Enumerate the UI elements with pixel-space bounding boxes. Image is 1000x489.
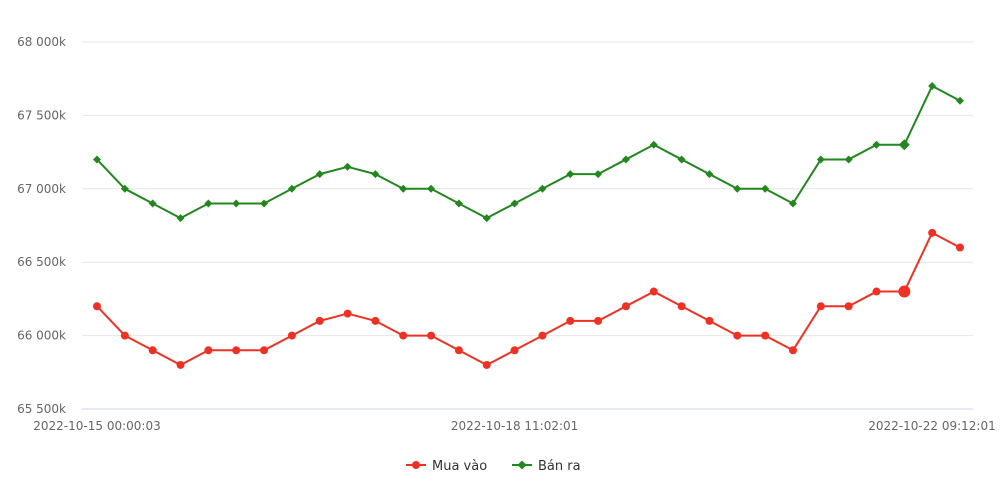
data-point-ban-ra[interactable] bbox=[594, 170, 603, 179]
legend-marker-ban-ra bbox=[517, 460, 527, 470]
x-axis-labels: 2022-10-15 00:00:03 2022-10-18 11:02:01 … bbox=[33, 419, 995, 433]
y-axis-labels: 65 500k 66 000k 66 500k 67 000k 67 500k … bbox=[17, 35, 66, 416]
data-point-ban-ra[interactable] bbox=[621, 155, 630, 164]
series-line-ban-ra bbox=[96, 85, 961, 220]
y-tick-label: 68 000k bbox=[17, 35, 66, 49]
data-point-ban-ra[interactable] bbox=[510, 199, 519, 208]
data-point-ban-ra[interactable] bbox=[761, 184, 770, 193]
data-point-ban-ra[interactable] bbox=[454, 199, 463, 208]
data-point-ban-ra[interactable] bbox=[677, 155, 686, 164]
data-point-ban-ra[interactable] bbox=[705, 170, 714, 179]
data-point-mua-vao[interactable] bbox=[872, 287, 881, 296]
data-point-mua-vao[interactable] bbox=[621, 302, 630, 311]
data-point-ban-ra[interactable] bbox=[315, 170, 324, 179]
data-point-mua-vao[interactable] bbox=[204, 346, 213, 355]
data-point-ban-ra[interactable] bbox=[204, 199, 213, 208]
data-point-mua-vao[interactable] bbox=[705, 316, 714, 325]
data-point-ban-ra[interactable] bbox=[956, 96, 964, 105]
data-point-mua-vao[interactable] bbox=[844, 302, 853, 311]
data-point-ban-ra[interactable] bbox=[176, 214, 185, 223]
data-point-mua-vao[interactable] bbox=[898, 285, 911, 298]
data-point-ban-ra[interactable] bbox=[928, 82, 937, 91]
data-point-mua-vao[interactable] bbox=[232, 346, 241, 355]
data-point-mua-vao[interactable] bbox=[566, 316, 575, 325]
data-point-mua-vao[interactable] bbox=[371, 316, 380, 325]
legend-label-mua-vao: Mua vào bbox=[432, 459, 487, 474]
data-point-ban-ra[interactable] bbox=[93, 155, 101, 164]
data-point-mua-vao[interactable] bbox=[788, 346, 797, 355]
data-point-ban-ra[interactable] bbox=[788, 199, 797, 208]
data-point-mua-vao[interactable] bbox=[733, 331, 742, 340]
data-point-mua-vao[interactable] bbox=[148, 346, 157, 355]
legend-marker-mua-vao bbox=[412, 461, 420, 469]
legend: Mua vào Bán ra bbox=[406, 459, 581, 474]
data-point-mua-vao[interactable] bbox=[510, 346, 519, 355]
y-tick-label: 66 000k bbox=[17, 329, 66, 343]
data-point-ban-ra[interactable] bbox=[872, 140, 881, 149]
data-point-ban-ra[interactable] bbox=[343, 162, 352, 171]
series-mua-vao bbox=[93, 228, 964, 369]
gridlines bbox=[82, 41, 973, 410]
data-point-ban-ra[interactable] bbox=[232, 199, 241, 208]
data-point-ban-ra[interactable] bbox=[733, 184, 742, 193]
data-point-mua-vao[interactable] bbox=[928, 228, 937, 237]
data-point-ban-ra[interactable] bbox=[898, 139, 910, 151]
legend-item-mua-vao[interactable]: Mua vào bbox=[406, 459, 487, 474]
legend-label-ban-ra: Bán ra bbox=[538, 459, 581, 474]
data-point-mua-vao[interactable] bbox=[816, 302, 825, 311]
data-point-mua-vao[interactable] bbox=[287, 331, 296, 340]
data-point-ban-ra[interactable] bbox=[566, 170, 575, 179]
data-point-mua-vao[interactable] bbox=[482, 360, 491, 369]
y-tick-label: 65 500k bbox=[17, 402, 66, 416]
data-point-mua-vao[interactable] bbox=[538, 331, 547, 340]
data-point-ban-ra[interactable] bbox=[148, 199, 157, 208]
data-point-mua-vao[interactable] bbox=[120, 331, 129, 340]
data-point-mua-vao[interactable] bbox=[93, 302, 101, 311]
data-point-ban-ra[interactable] bbox=[482, 214, 491, 223]
data-point-mua-vao[interactable] bbox=[427, 331, 436, 340]
x-tick-label: 2022-10-18 11:02:01 bbox=[451, 419, 578, 433]
data-point-ban-ra[interactable] bbox=[427, 184, 436, 193]
series-layer bbox=[93, 82, 964, 369]
legend-item-ban-ra[interactable]: Bán ra bbox=[512, 459, 581, 474]
data-point-ban-ra[interactable] bbox=[844, 155, 853, 164]
data-point-mua-vao[interactable] bbox=[260, 346, 269, 355]
data-point-mua-vao[interactable] bbox=[315, 316, 324, 325]
data-point-mua-vao[interactable] bbox=[761, 331, 770, 340]
y-tick-label: 66 500k bbox=[17, 255, 66, 269]
data-point-mua-vao[interactable] bbox=[343, 309, 352, 318]
data-point-ban-ra[interactable] bbox=[649, 140, 658, 149]
data-point-mua-vao[interactable] bbox=[649, 287, 658, 296]
data-point-ban-ra[interactable] bbox=[287, 184, 296, 193]
y-tick-label: 67 000k bbox=[17, 182, 66, 196]
data-point-mua-vao[interactable] bbox=[956, 243, 964, 252]
data-point-mua-vao[interactable] bbox=[594, 316, 603, 325]
data-point-ban-ra[interactable] bbox=[371, 170, 380, 179]
data-point-ban-ra[interactable] bbox=[538, 184, 547, 193]
x-tick-label: 2022-10-15 00:00:03 bbox=[33, 419, 160, 433]
x-tick-label: 2022-10-22 09:12:01 bbox=[868, 419, 995, 433]
data-point-ban-ra[interactable] bbox=[120, 184, 129, 193]
data-point-mua-vao[interactable] bbox=[454, 346, 463, 355]
data-point-ban-ra[interactable] bbox=[399, 184, 408, 193]
data-point-ban-ra[interactable] bbox=[260, 199, 269, 208]
y-tick-label: 67 500k bbox=[17, 108, 66, 122]
series-line-mua-vao bbox=[96, 231, 961, 366]
data-point-mua-vao[interactable] bbox=[677, 302, 686, 311]
data-point-mua-vao[interactable] bbox=[399, 331, 408, 340]
series-ban-ra bbox=[93, 82, 964, 223]
data-point-mua-vao[interactable] bbox=[176, 360, 185, 369]
data-point-ban-ra[interactable] bbox=[816, 155, 825, 164]
